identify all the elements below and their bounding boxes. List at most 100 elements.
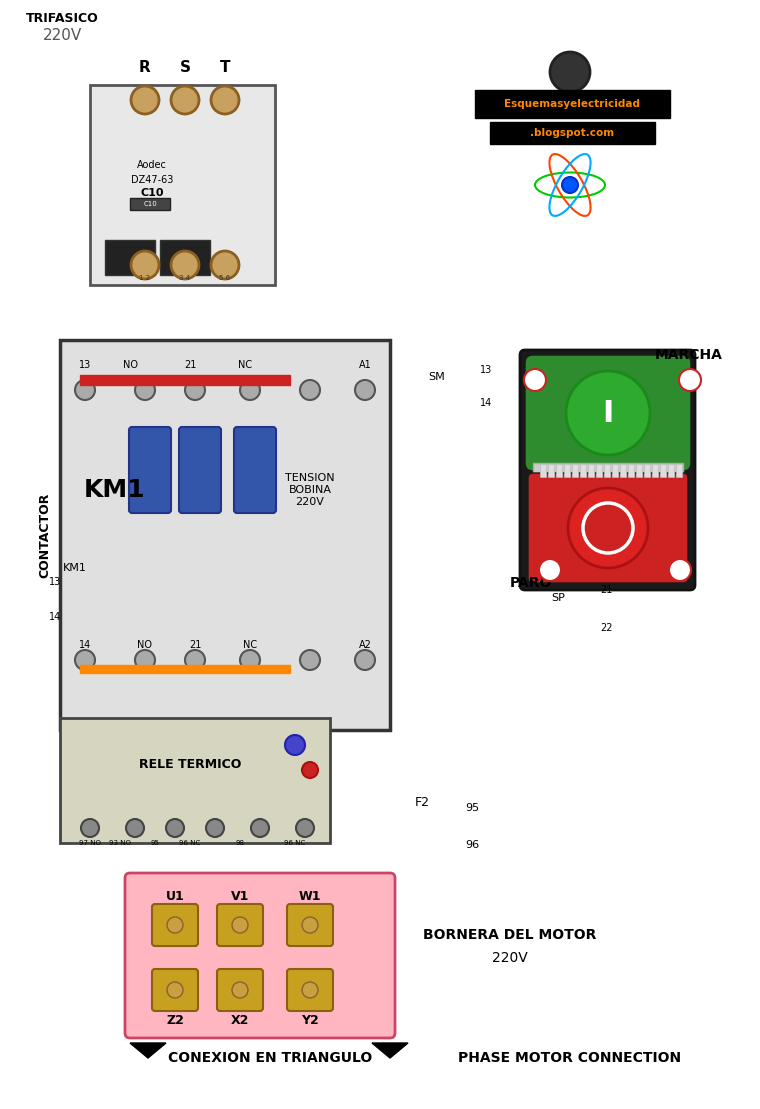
Text: 13: 13 — [79, 360, 91, 370]
Polygon shape — [372, 1042, 408, 1058]
Bar — [580, 464, 586, 477]
FancyBboxPatch shape — [525, 355, 691, 471]
Bar — [490, 122, 655, 144]
Text: 14: 14 — [480, 398, 492, 408]
Circle shape — [302, 762, 318, 779]
Text: V1: V1 — [231, 889, 249, 903]
Text: A1: A1 — [359, 360, 372, 370]
Text: A2: A2 — [359, 640, 372, 650]
Text: 1 2: 1 2 — [139, 275, 150, 281]
Circle shape — [583, 503, 633, 553]
Bar — [676, 464, 682, 477]
Circle shape — [167, 981, 183, 998]
Circle shape — [131, 87, 159, 114]
Text: 13: 13 — [49, 577, 61, 587]
Text: R: R — [139, 61, 151, 75]
Text: CONTACTOR: CONTACTOR — [39, 492, 52, 578]
Text: I: I — [603, 398, 613, 427]
Bar — [556, 464, 562, 477]
Circle shape — [240, 650, 260, 670]
Circle shape — [211, 87, 239, 114]
Circle shape — [126, 820, 144, 837]
Bar — [628, 464, 634, 477]
Text: TRIFASICO: TRIFASICO — [26, 11, 98, 24]
FancyBboxPatch shape — [528, 474, 688, 583]
Bar — [130, 199, 170, 210]
Text: BORNERA DEL MOTOR: BORNERA DEL MOTOR — [423, 928, 597, 942]
Bar — [60, 340, 390, 730]
Bar — [644, 464, 650, 477]
Text: Aodec: Aodec — [137, 160, 167, 170]
Bar — [588, 464, 594, 477]
Text: SP: SP — [551, 593, 565, 603]
Text: 21: 21 — [184, 360, 196, 370]
Circle shape — [232, 917, 248, 933]
Text: .blogspot.com: .blogspot.com — [530, 128, 614, 138]
Text: NO: NO — [138, 640, 153, 650]
Circle shape — [185, 650, 205, 670]
Text: DZ47-63: DZ47-63 — [131, 175, 173, 185]
FancyBboxPatch shape — [125, 873, 395, 1038]
Bar — [660, 464, 666, 477]
Text: 95: 95 — [465, 803, 479, 813]
Bar — [620, 464, 626, 477]
Text: NC: NC — [243, 640, 257, 650]
Text: 220V: 220V — [492, 952, 528, 965]
Circle shape — [240, 380, 260, 400]
Bar — [668, 464, 674, 477]
Text: CONEXION EN TRIANGULO: CONEXION EN TRIANGULO — [168, 1051, 372, 1065]
Text: 97 NO: 97 NO — [79, 840, 101, 846]
Circle shape — [562, 177, 578, 193]
Bar — [652, 464, 658, 477]
Bar — [160, 240, 210, 275]
Bar — [636, 464, 642, 477]
Text: Y2: Y2 — [301, 1014, 319, 1027]
Circle shape — [135, 650, 155, 670]
Circle shape — [232, 981, 248, 998]
Circle shape — [166, 820, 184, 837]
Text: KM1: KM1 — [84, 478, 146, 502]
Bar — [475, 90, 670, 118]
Text: X2: X2 — [231, 1014, 249, 1027]
Circle shape — [81, 820, 99, 837]
Circle shape — [75, 380, 95, 400]
Bar — [612, 464, 618, 477]
Text: T: T — [220, 61, 230, 75]
Circle shape — [135, 380, 155, 400]
Bar — [533, 462, 683, 478]
Text: 21: 21 — [188, 640, 201, 650]
FancyBboxPatch shape — [217, 969, 263, 1011]
Text: 220V: 220V — [43, 28, 81, 42]
Bar — [548, 464, 554, 477]
Text: 14: 14 — [683, 375, 697, 385]
FancyBboxPatch shape — [287, 904, 333, 946]
Circle shape — [251, 820, 269, 837]
Text: MARCHA: MARCHA — [655, 348, 723, 362]
Bar — [90, 85, 275, 285]
Circle shape — [300, 650, 320, 670]
Text: 98: 98 — [236, 840, 245, 846]
Text: 13: 13 — [528, 375, 542, 385]
Circle shape — [167, 917, 183, 933]
Circle shape — [669, 559, 691, 581]
Bar — [604, 464, 610, 477]
Circle shape — [302, 917, 318, 933]
Circle shape — [355, 650, 375, 670]
Text: RELE TERMICO: RELE TERMICO — [139, 759, 241, 772]
Text: NC: NC — [238, 360, 252, 370]
Circle shape — [171, 87, 199, 114]
FancyBboxPatch shape — [520, 350, 695, 590]
Text: 14: 14 — [49, 612, 61, 622]
Circle shape — [568, 488, 648, 568]
Bar — [105, 240, 155, 275]
FancyBboxPatch shape — [152, 969, 198, 1011]
FancyBboxPatch shape — [234, 427, 276, 513]
Bar — [80, 375, 290, 385]
Text: W1: W1 — [299, 889, 321, 903]
FancyBboxPatch shape — [287, 969, 333, 1011]
Circle shape — [302, 981, 318, 998]
Circle shape — [296, 820, 314, 837]
Circle shape — [355, 380, 375, 400]
FancyBboxPatch shape — [129, 427, 171, 513]
Circle shape — [285, 735, 305, 755]
